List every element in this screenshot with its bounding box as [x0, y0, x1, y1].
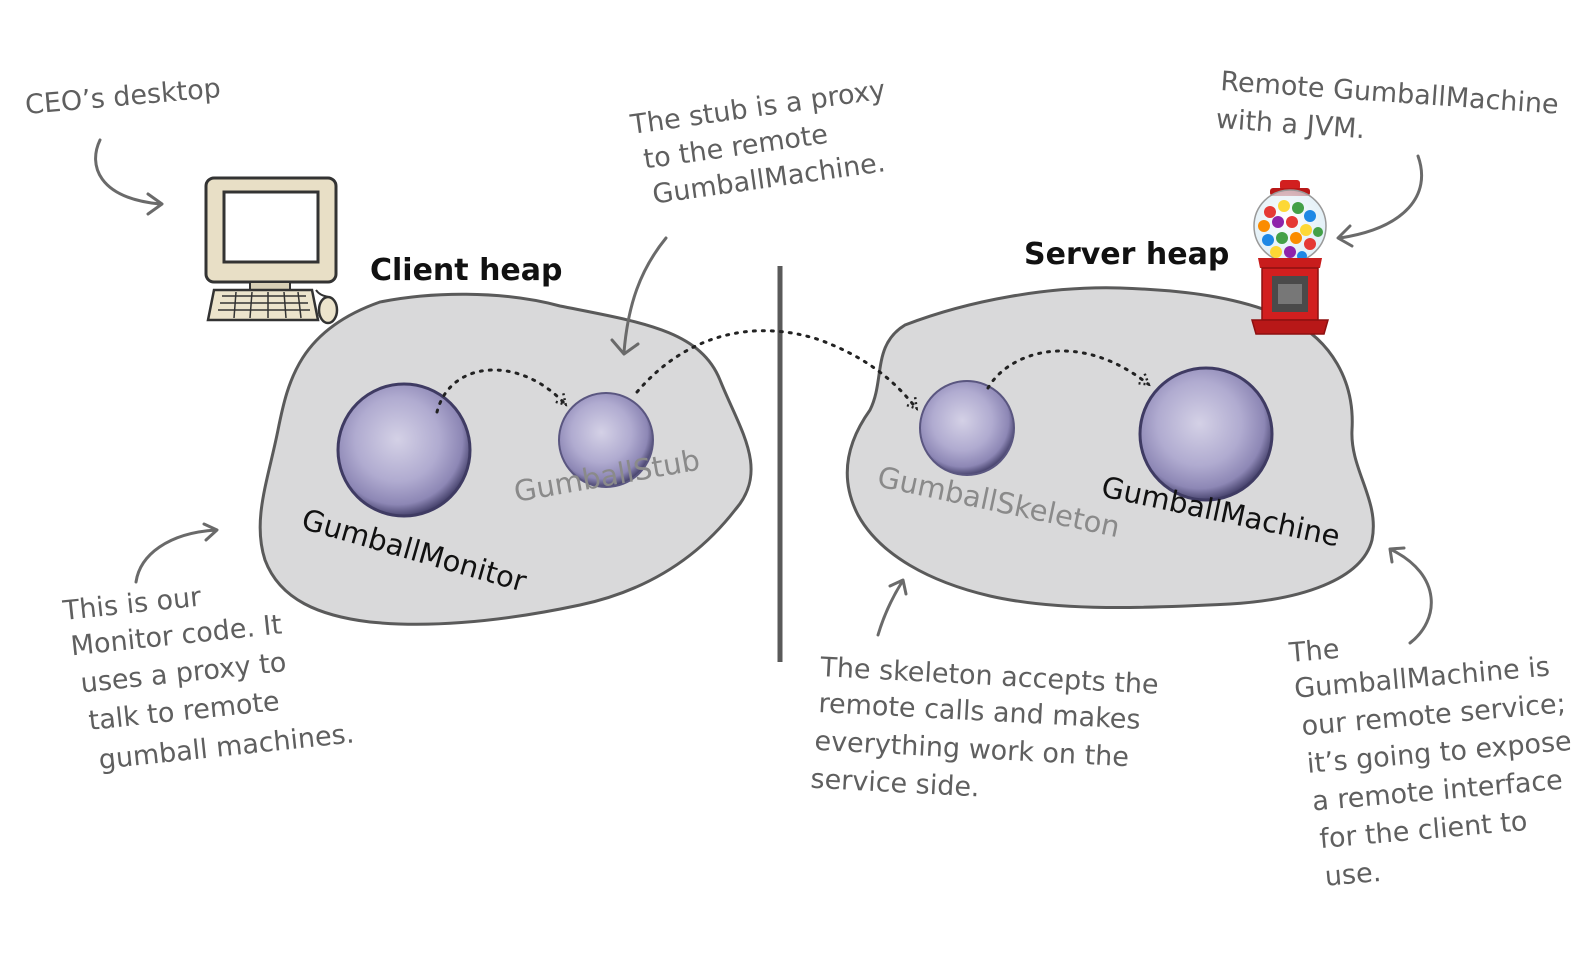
skeleton-note: The skeleton accepts the remote calls an… [810, 652, 1168, 813]
gumball-stub-object [558, 392, 654, 488]
gumball-machine-icon [1251, 180, 1329, 335]
gumball-machine-object [1138, 366, 1274, 502]
client-heap-blob [258, 292, 753, 626]
stub-note-arrow [610, 236, 668, 356]
skeleton-to-machine-call [986, 349, 1148, 388]
monitor-to-stub-call [435, 368, 565, 412]
server-heap-title: Server heap [1024, 237, 1229, 272]
ceo-desktop-arrow [94, 138, 164, 216]
remote-machine-note: Remote GumballMachine with a JVM. [1215, 66, 1568, 159]
monitor-note: This is our Monitor code. It uses a prox… [60, 567, 355, 778]
gumball-skeleton-object [919, 380, 1015, 476]
stub-to-skeleton-call [635, 329, 916, 408]
machine-note-arrow [1388, 546, 1433, 645]
ceo-desktop-note: CEO’s desktop [24, 73, 222, 121]
machine-note: The GumballMachine is our remote service… [1287, 614, 1591, 895]
client-heap-title: Client heap [370, 253, 563, 288]
desktop-computer-icon [204, 176, 339, 325]
monitor-note-arrow [134, 522, 219, 584]
gumball-monitor-object [336, 382, 472, 518]
stub-note: The stub is a proxy to the remote Gumbal… [628, 73, 906, 212]
skeleton-note-arrow [876, 578, 908, 637]
server-heap-blob [845, 286, 1375, 610]
remote-machine-arrow [1336, 154, 1424, 248]
